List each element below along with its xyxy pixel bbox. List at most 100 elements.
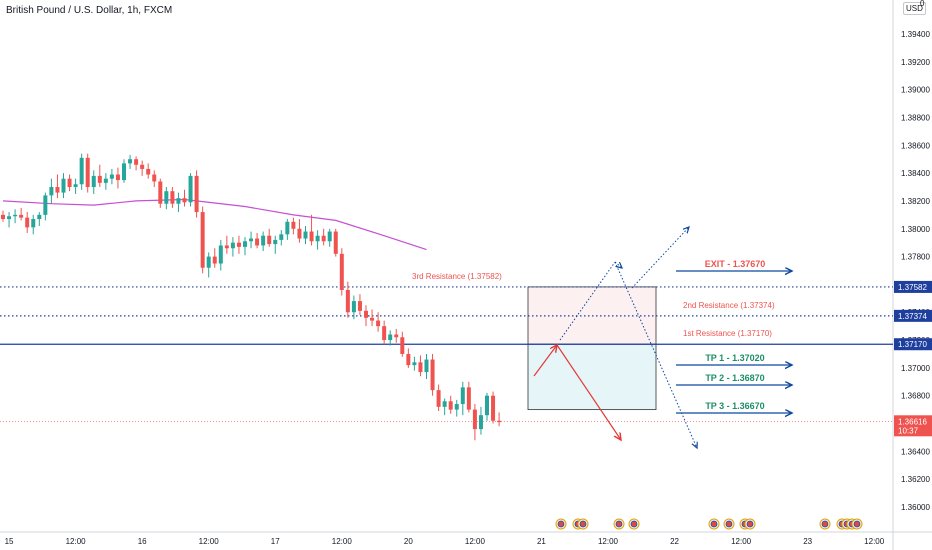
- bull-candle: [61, 178, 66, 193]
- bull-candle: [243, 241, 247, 247]
- time-tick-label: 12:00: [864, 537, 885, 546]
- bear-candle: [170, 191, 175, 204]
- bear-candle: [345, 289, 350, 313]
- bull-candle: [412, 362, 417, 366]
- time-tick-label: 21: [537, 537, 546, 546]
- bear-candle: [115, 174, 120, 181]
- bear-candle: [491, 395, 496, 421]
- price-tick-label: 1.38600: [901, 141, 930, 150]
- bear-candle: [255, 238, 260, 246]
- bull-candle: [230, 242, 235, 249]
- bull-candle: [73, 184, 78, 188]
- bear-candle: [85, 157, 90, 188]
- bear-candle: [19, 214, 24, 218]
- bear-candle: [497, 420, 502, 423]
- bear-candle: [194, 175, 199, 213]
- bear-candle: [1, 214, 5, 220]
- bear-candle: [357, 301, 362, 311]
- bear-candle: [158, 181, 163, 204]
- bear-candle: [321, 235, 326, 242]
- bear-candle: [267, 235, 272, 245]
- price-tick-label: 1.37000: [901, 364, 930, 373]
- price-tick-label: 1.39200: [901, 58, 930, 67]
- symbol-title[interactable]: British Pound / U.S. Dollar, 1h, FXCM: [6, 5, 173, 16]
- bull-candle: [103, 178, 108, 183]
- currency-button[interactable]: USD: [903, 2, 926, 15]
- price-tick-label: 1.36000: [901, 503, 930, 512]
- price-tick-label: 1.38200: [901, 197, 930, 206]
- bull-candle: [206, 256, 211, 268]
- price-tag-label: 1.37170: [898, 340, 927, 349]
- price-tick-label: 1.36800: [901, 392, 930, 401]
- projection-dotted-arrow: [631, 227, 689, 289]
- time-tick-label: 22: [670, 537, 679, 546]
- bull-candle: [485, 395, 489, 416]
- bear-candle: [418, 362, 423, 373]
- time-tick-label: 12:00: [465, 537, 486, 546]
- bull-candle: [164, 191, 169, 204]
- bull-candle: [188, 175, 193, 203]
- bear-candle: [309, 231, 314, 242]
- bull-candle: [460, 387, 465, 405]
- resistance-label: 3rd Resistance (1.37582): [412, 272, 502, 281]
- current-price-value: 1.36616: [898, 417, 927, 426]
- bull-candle: [31, 219, 36, 228]
- time-tick-label: 23: [803, 537, 812, 546]
- bull-candle: [454, 404, 459, 410]
- bear-candle: [333, 231, 338, 254]
- flag-icon: [853, 520, 861, 528]
- flag-icon: [615, 520, 623, 528]
- bear-candle: [400, 337, 405, 354]
- price-tick-label: 1.39000: [901, 86, 930, 95]
- bull-candle: [218, 245, 223, 264]
- bear-candle: [430, 359, 435, 391]
- bear-candle: [182, 198, 187, 203]
- bull-candle: [315, 235, 320, 242]
- bear-candle: [200, 212, 205, 268]
- bull-candle: [478, 415, 483, 430]
- bear-candle: [146, 168, 151, 175]
- bull-candle: [442, 401, 447, 407]
- price-tick-label: 1.39400: [901, 30, 930, 39]
- bear-candle: [370, 317, 375, 321]
- projection-down-arrow: [556, 344, 621, 440]
- bear-candle: [134, 159, 139, 165]
- bear-candle: [140, 164, 145, 169]
- flag-icon: [630, 520, 638, 528]
- bear-candle: [55, 187, 60, 193]
- projection-up-arrow: [533, 345, 557, 377]
- bull-candle: [424, 359, 429, 373]
- bull-candle: [91, 175, 96, 188]
- price-tag-label: 1.37374: [898, 312, 927, 321]
- projection-dotted-arrow: [614, 261, 622, 268]
- bear-candle: [436, 390, 441, 407]
- price-tag-bg: [894, 309, 932, 322]
- price-tick-label: 1.38000: [901, 225, 930, 234]
- price-tag-bg: [894, 338, 932, 351]
- bear-candle: [236, 242, 241, 247]
- bear-candle: [466, 387, 471, 410]
- price-tick-label: 1.36400: [901, 447, 930, 456]
- bear-candle: [472, 409, 477, 430]
- bear-candle: [297, 228, 302, 239]
- price-tick-label: 1.36200: [901, 475, 930, 484]
- resistance-label: 2nd Resistance (1.37374): [683, 301, 775, 310]
- bull-candle: [285, 221, 290, 235]
- target-label: EXIT - 1.37670: [705, 259, 766, 269]
- flag-icon: [710, 520, 718, 528]
- flag-icon: [579, 520, 587, 528]
- target-label: TP 1 - 1.37020: [705, 353, 764, 363]
- time-tick-label: 17: [271, 537, 280, 546]
- time-tick-label: 12:00: [66, 537, 87, 546]
- bear-candle: [212, 256, 217, 264]
- bull-candle: [176, 198, 181, 204]
- flag-icon: [725, 520, 733, 528]
- target-label: TP 3 - 1.36670: [705, 401, 764, 411]
- time-tick-label: 12:00: [199, 537, 220, 546]
- time-tick-label: 12:00: [731, 537, 752, 546]
- time-tick-label: 20: [404, 537, 413, 546]
- bull-candle: [109, 174, 114, 179]
- bear-candle: [25, 217, 30, 228]
- bull-candle: [43, 195, 48, 215]
